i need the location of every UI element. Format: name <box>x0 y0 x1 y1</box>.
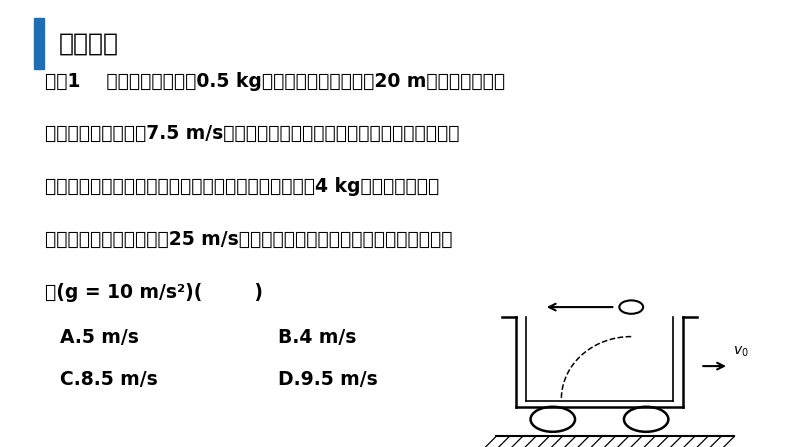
Text: A.5 m/s: A.5 m/s <box>60 328 138 347</box>
Text: 度向左平抛，落在以7.5 m/s的速度沿光滑的水平面向右匀速行驶的敞篷小车: 度向左平抛，落在以7.5 m/s的速度沿光滑的水平面向右匀速行驶的敞篷小车 <box>45 124 460 143</box>
Text: 典例1    如图所示，质量为0.5 kg的小球在离车底面高度20 m处以一定的初速: 典例1 如图所示，质量为0.5 kg的小球在离车底面高度20 m处以一定的初速 <box>45 72 506 91</box>
Text: 车的底面前瞬间的速度是25 m/s，则当小球和小车相对静止时，小车的速度: 车的底面前瞬间的速度是25 m/s，则当小球和小车相对静止时，小车的速度 <box>45 230 453 249</box>
Text: 中，小车的底面上涂有一层油泥，车与油泥的总质量为4 kg，若小球在落在: 中，小车的底面上涂有一层油泥，车与油泥的总质量为4 kg，若小球在落在 <box>45 177 440 196</box>
Text: C.8.5 m/s: C.8.5 m/s <box>60 371 157 389</box>
Text: B.4 m/s: B.4 m/s <box>278 328 357 347</box>
Text: 典型例题: 典型例题 <box>59 32 119 55</box>
Text: 是(g = 10 m/s²)(        ): 是(g = 10 m/s²)( ) <box>45 283 264 302</box>
Text: D.9.5 m/s: D.9.5 m/s <box>278 371 378 389</box>
Bar <box>34 18 44 69</box>
Text: $v_0$: $v_0$ <box>733 345 749 359</box>
